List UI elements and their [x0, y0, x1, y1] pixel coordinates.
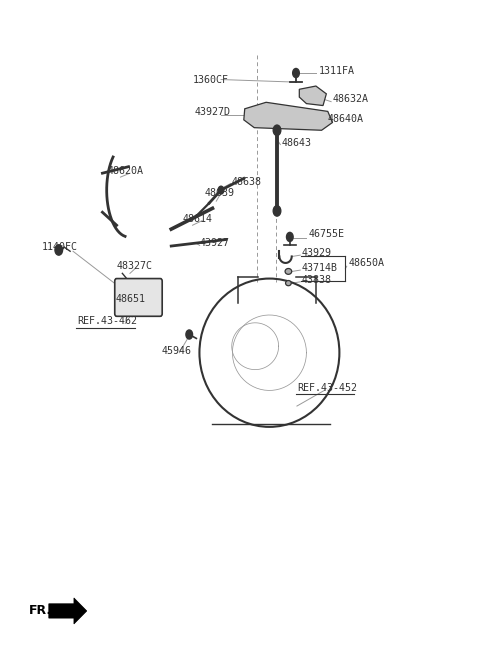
- Text: REF.43-452: REF.43-452: [297, 383, 357, 393]
- Polygon shape: [244, 102, 333, 131]
- Text: 43714B: 43714B: [301, 263, 337, 273]
- Text: 45946: 45946: [162, 346, 192, 356]
- Circle shape: [186, 330, 192, 339]
- Circle shape: [293, 68, 300, 77]
- Text: 43927D: 43927D: [195, 107, 231, 117]
- FancyBboxPatch shape: [115, 279, 162, 316]
- Circle shape: [55, 245, 62, 255]
- Text: 43929: 43929: [301, 248, 332, 258]
- Circle shape: [273, 125, 281, 136]
- Text: 48650A: 48650A: [348, 258, 384, 268]
- Text: 48643: 48643: [282, 138, 312, 148]
- Text: 48632A: 48632A: [333, 94, 369, 104]
- Circle shape: [218, 186, 224, 194]
- Text: 48327C: 48327C: [117, 261, 153, 271]
- Circle shape: [287, 232, 293, 241]
- Text: 48639: 48639: [204, 188, 234, 197]
- Text: 48620A: 48620A: [107, 165, 143, 176]
- Text: 1311FA: 1311FA: [318, 66, 354, 76]
- Polygon shape: [300, 86, 326, 106]
- Text: FR.: FR.: [29, 604, 52, 617]
- Text: 1360CF: 1360CF: [192, 75, 228, 85]
- Text: 48640A: 48640A: [328, 113, 364, 123]
- Text: 48651: 48651: [116, 294, 146, 304]
- Ellipse shape: [285, 268, 292, 274]
- Text: 43927: 43927: [200, 238, 229, 249]
- Circle shape: [273, 206, 281, 216]
- Ellipse shape: [286, 281, 291, 286]
- Text: 48638: 48638: [232, 176, 262, 187]
- Polygon shape: [49, 598, 87, 624]
- Text: 46755E: 46755E: [309, 229, 345, 239]
- Text: 43838: 43838: [301, 275, 332, 285]
- Text: REF.43-462: REF.43-462: [78, 316, 138, 327]
- Text: 1140FC: 1140FC: [42, 241, 78, 252]
- Text: 48614: 48614: [182, 214, 212, 224]
